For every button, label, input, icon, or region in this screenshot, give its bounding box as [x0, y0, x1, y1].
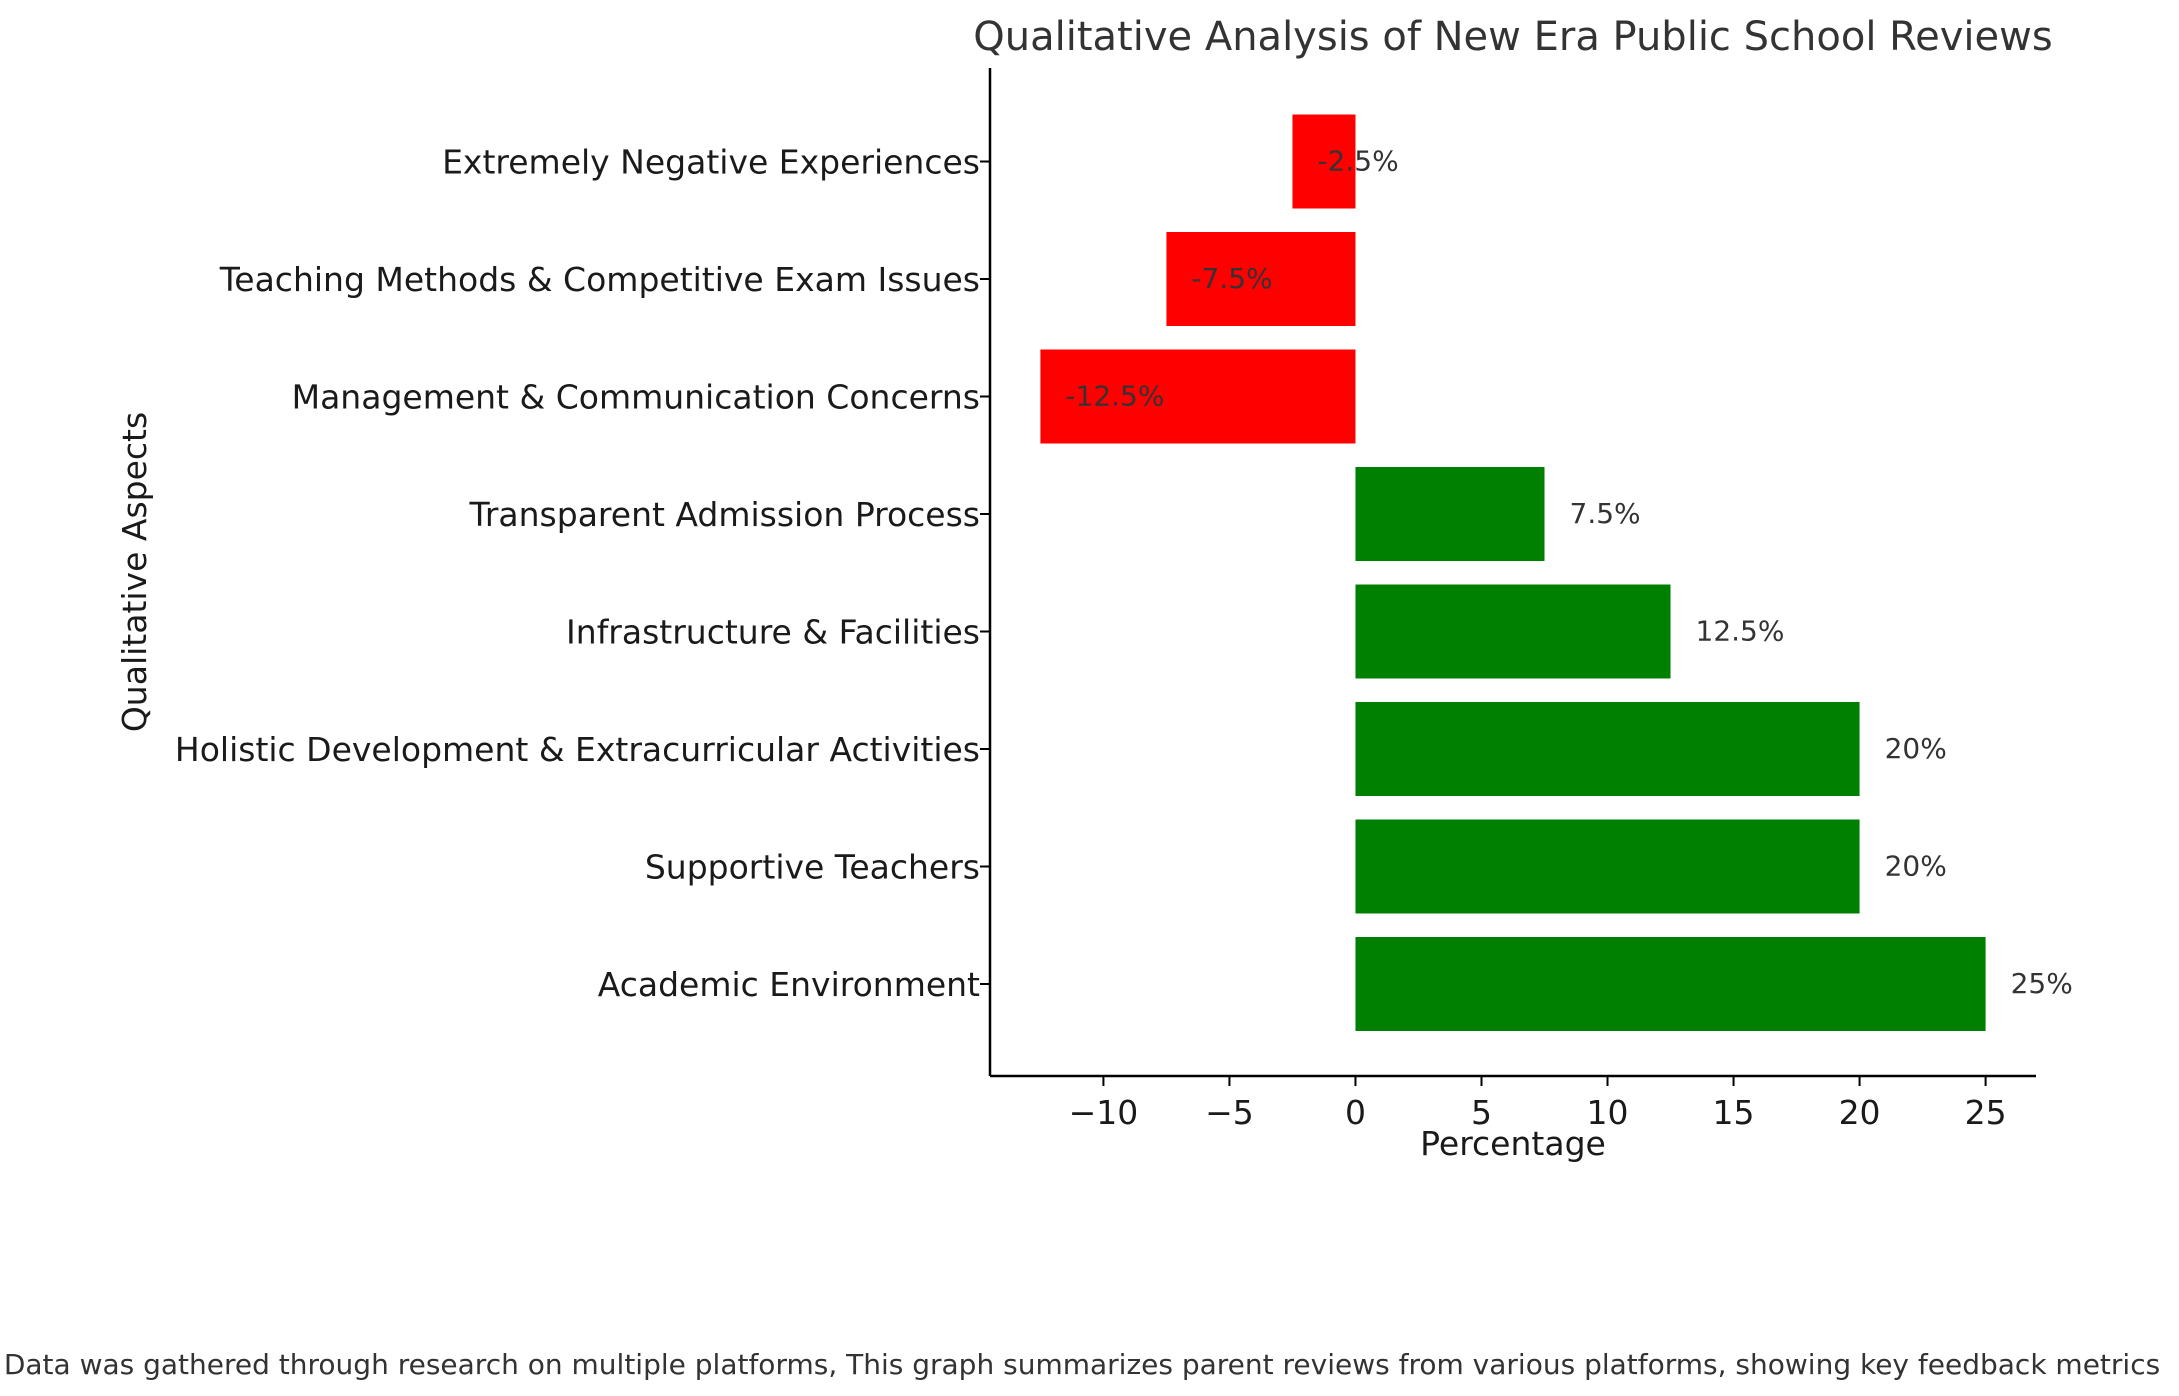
category-label: Transparent Admission Process: [469, 495, 980, 534]
bars-layer: [1040, 114, 1986, 1031]
bar: [1355, 584, 1671, 679]
category-label: Management & Communication Concerns: [292, 378, 980, 417]
axes-layer: [988, 68, 2036, 1078]
labels-layer: 25% 20% 20% 12.5% 7.5% -12.5% -7.5% -2.5%: [1065, 145, 2072, 1001]
category-label: Extremely Negative Experiences: [442, 143, 980, 182]
bar: [1040, 349, 1356, 444]
x-tick-label: 15: [1713, 1093, 1755, 1132]
x-tick-label: 25: [1965, 1093, 2007, 1132]
y-axis-title: Qualitative Aspects: [115, 412, 154, 732]
x-axis-title: Percentage: [1420, 1124, 1606, 1163]
x-tick-label: 5: [1471, 1093, 1492, 1132]
data-label: -7.5%: [1191, 262, 1272, 295]
data-label: 20%: [1885, 850, 1947, 883]
x-tick-label: 20: [1839, 1093, 1881, 1132]
chart-title: Qualitative Analysis of New Era Public S…: [973, 14, 2052, 60]
x-ticks-layer: −10 −5 0 5 10 15 20 25: [1069, 1076, 2007, 1132]
data-label: -2.5%: [1317, 145, 1398, 178]
data-label: 25%: [2011, 967, 2073, 1000]
bar: [1292, 114, 1356, 209]
bar: [1355, 819, 1860, 914]
x-tick-label: −10: [1069, 1093, 1139, 1132]
x-tick-label: −5: [1205, 1093, 1254, 1132]
x-tick-label: 10: [1587, 1093, 1629, 1132]
footnote: Data was gathered through research on mu…: [4, 1348, 2160, 1381]
category-label: Supportive Teachers: [645, 848, 980, 887]
bar: [1355, 467, 1545, 561]
data-label: 12.5%: [1696, 615, 1785, 648]
data-label: 7.5%: [1570, 497, 1641, 530]
x-tick-label: 0: [1345, 1093, 1366, 1132]
bar: [1355, 937, 1986, 1031]
category-label: Academic Environment: [598, 965, 980, 1004]
data-label: -12.5%: [1065, 380, 1164, 413]
category-label: Holistic Development & Extracurricular A…: [175, 730, 980, 769]
bar: [1166, 232, 1356, 326]
category-label: Infrastructure & Facilities: [566, 613, 980, 652]
data-label: 20%: [1885, 732, 1947, 765]
category-label: Teaching Methods & Competitive Exam Issu…: [219, 260, 980, 299]
bar: [1355, 702, 1860, 796]
y-ticks-layer: Academic Environment Supportive Teachers H…: [175, 143, 990, 1004]
